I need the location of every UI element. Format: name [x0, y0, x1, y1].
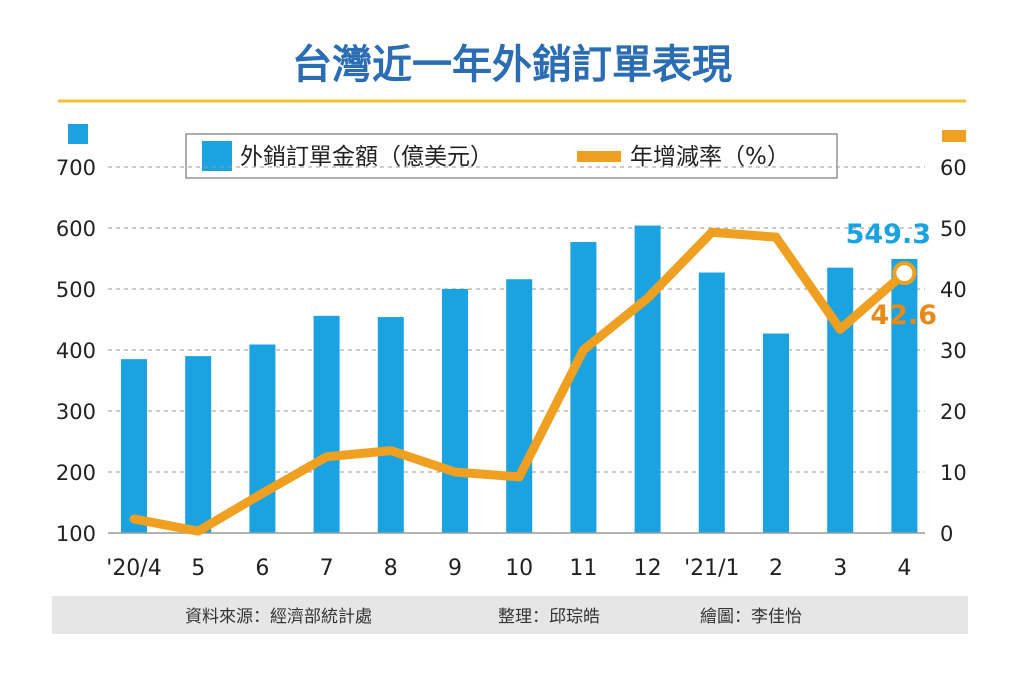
bar-series: [121, 225, 918, 533]
x-tick-label: 10: [505, 556, 533, 581]
line-last-value-label: 42.6: [870, 300, 937, 331]
chart-title: 台灣近一年外銷訂單表現: [292, 42, 732, 88]
bar: [891, 258, 918, 533]
bar: [442, 289, 468, 533]
bar: [698, 272, 725, 533]
x-axis-ticks: '20/4 5 6 7 8 9 10 11 12 '21/1 2 3 4: [106, 556, 911, 581]
right-tick-label: 50: [940, 217, 967, 241]
legend-line-swatch-icon: [577, 151, 621, 162]
bar: [249, 344, 276, 533]
right-axis-marker-icon: [942, 130, 966, 142]
right-tick-label: 60: [940, 156, 967, 180]
legend-line-label: 年增減率（%）: [630, 144, 790, 170]
x-tick-label: 5: [191, 556, 205, 581]
footer-editor: 整理：邱琮皓: [498, 607, 600, 627]
footer-source: 資料來源：經濟部統計處: [185, 607, 372, 627]
bar: [634, 225, 661, 533]
legend-bar-label: 外銷訂單金額（億美元）: [240, 144, 493, 170]
right-tick-label: 10: [940, 461, 967, 485]
right-tick-label: 0: [940, 522, 953, 546]
footer-bar: [52, 596, 968, 634]
legend: 外銷訂單金額（億美元） 年增減率（%）: [185, 133, 838, 179]
x-tick-label: 11: [569, 556, 597, 581]
x-tick-label: '21/1: [684, 556, 739, 581]
x-tick-label: 6: [255, 556, 269, 581]
x-tick-label: 3: [833, 556, 847, 581]
x-tick-label: 4: [897, 556, 911, 581]
right-tick-label: 40: [940, 278, 967, 302]
left-tick-label: 300: [56, 400, 96, 424]
legend-bar-swatch-icon: [202, 141, 232, 171]
bar: [827, 267, 854, 533]
x-tick-label: 8: [384, 556, 398, 581]
x-tick-label: 12: [634, 556, 662, 581]
bar: [763, 333, 789, 533]
right-tick-label: 30: [940, 339, 967, 363]
left-axis-ticks: 100 200 300 400 500 600 700: [56, 156, 96, 546]
line-path: [129, 227, 909, 536]
bar: [185, 356, 212, 533]
line-end-point: [892, 261, 917, 286]
right-axis-ticks: 0 10 20 30 40 50 60: [940, 156, 967, 546]
line-series: [129, 227, 917, 536]
footer-illustrator: 繪圖：李佳怡: [700, 607, 802, 627]
left-tick-label: 500: [56, 278, 96, 302]
left-tick-label: 200: [56, 461, 96, 485]
x-tick-label: 2: [769, 556, 783, 581]
left-tick-label: 100: [56, 522, 96, 546]
left-axis-marker-icon: [68, 124, 88, 144]
legend-box: [185, 133, 838, 179]
x-tick-label: '20/4: [106, 556, 161, 581]
left-tick-label: 400: [56, 339, 96, 363]
bar-last-value-label: 549.3: [846, 219, 931, 250]
left-tick-label: 700: [56, 156, 96, 180]
bar: [313, 315, 340, 533]
bar: [506, 279, 533, 533]
right-tick-label: 20: [940, 400, 967, 424]
bar: [377, 317, 404, 533]
x-tick-label: 9: [448, 556, 462, 581]
left-tick-label: 600: [56, 217, 96, 241]
x-tick-label: 7: [320, 556, 334, 581]
bar: [121, 359, 147, 533]
bar: [570, 242, 597, 533]
